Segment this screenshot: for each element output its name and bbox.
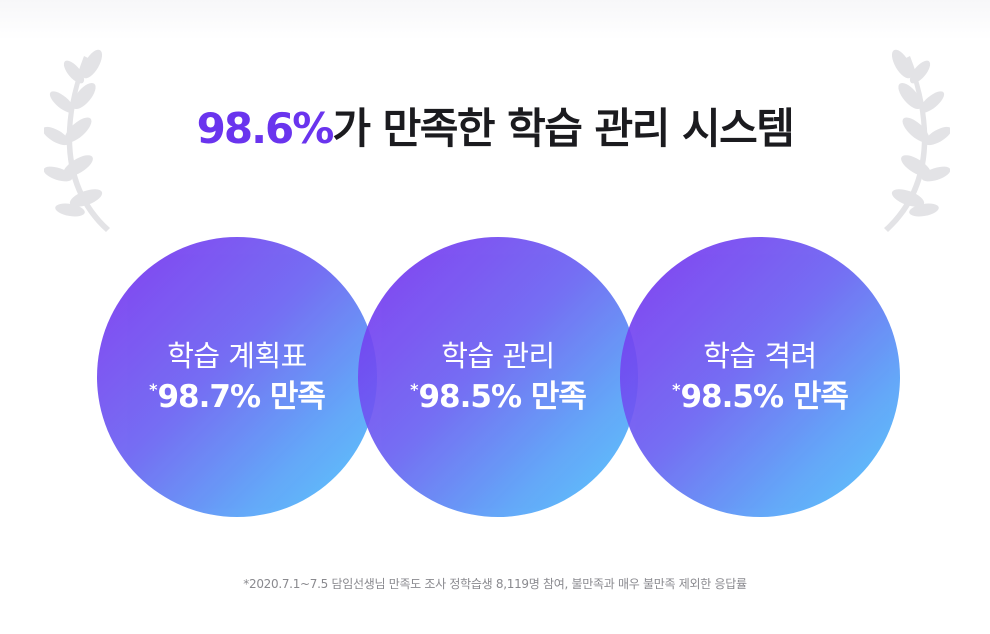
stat-value-row: *98.7% 만족 bbox=[149, 379, 326, 416]
stat-label: 학습 계획표 bbox=[167, 338, 307, 373]
footnote: *2020.7.1~7.5 담임선생님 만족도 조사 정학습생 8,119명 참… bbox=[243, 577, 747, 591]
stat-asterisk: * bbox=[149, 380, 157, 400]
stat-asterisk: * bbox=[410, 380, 418, 400]
stat-value: 98.7% 만족 bbox=[157, 379, 325, 416]
headline-highlight: 98.6% bbox=[196, 104, 335, 153]
stat-asterisk: * bbox=[672, 380, 680, 400]
laurel-left-icon bbox=[44, 49, 110, 232]
stat-circle-plan: 학습 계획표 *98.7% 만족 bbox=[97, 237, 377, 517]
headline: 98.6%가 만족한 학습 관리 시스템 bbox=[0, 108, 990, 150]
stat-circle-manage: 학습 관리 *98.5% 만족 bbox=[358, 237, 638, 517]
headline-text: 가 만족한 학습 관리 시스템 bbox=[332, 104, 795, 153]
stat-value: 98.5% 만족 bbox=[418, 379, 586, 416]
stat-value-row: *98.5% 만족 bbox=[672, 379, 849, 416]
stat-label: 학습 격려 bbox=[703, 338, 817, 373]
stat-label: 학습 관리 bbox=[441, 338, 555, 373]
laurel-right-icon bbox=[884, 49, 950, 232]
stat-value-row: *98.5% 만족 bbox=[410, 379, 587, 416]
stat-circle-encourage: 학습 격려 *98.5% 만족 bbox=[620, 237, 900, 517]
stat-value: 98.5% 만족 bbox=[680, 379, 848, 416]
